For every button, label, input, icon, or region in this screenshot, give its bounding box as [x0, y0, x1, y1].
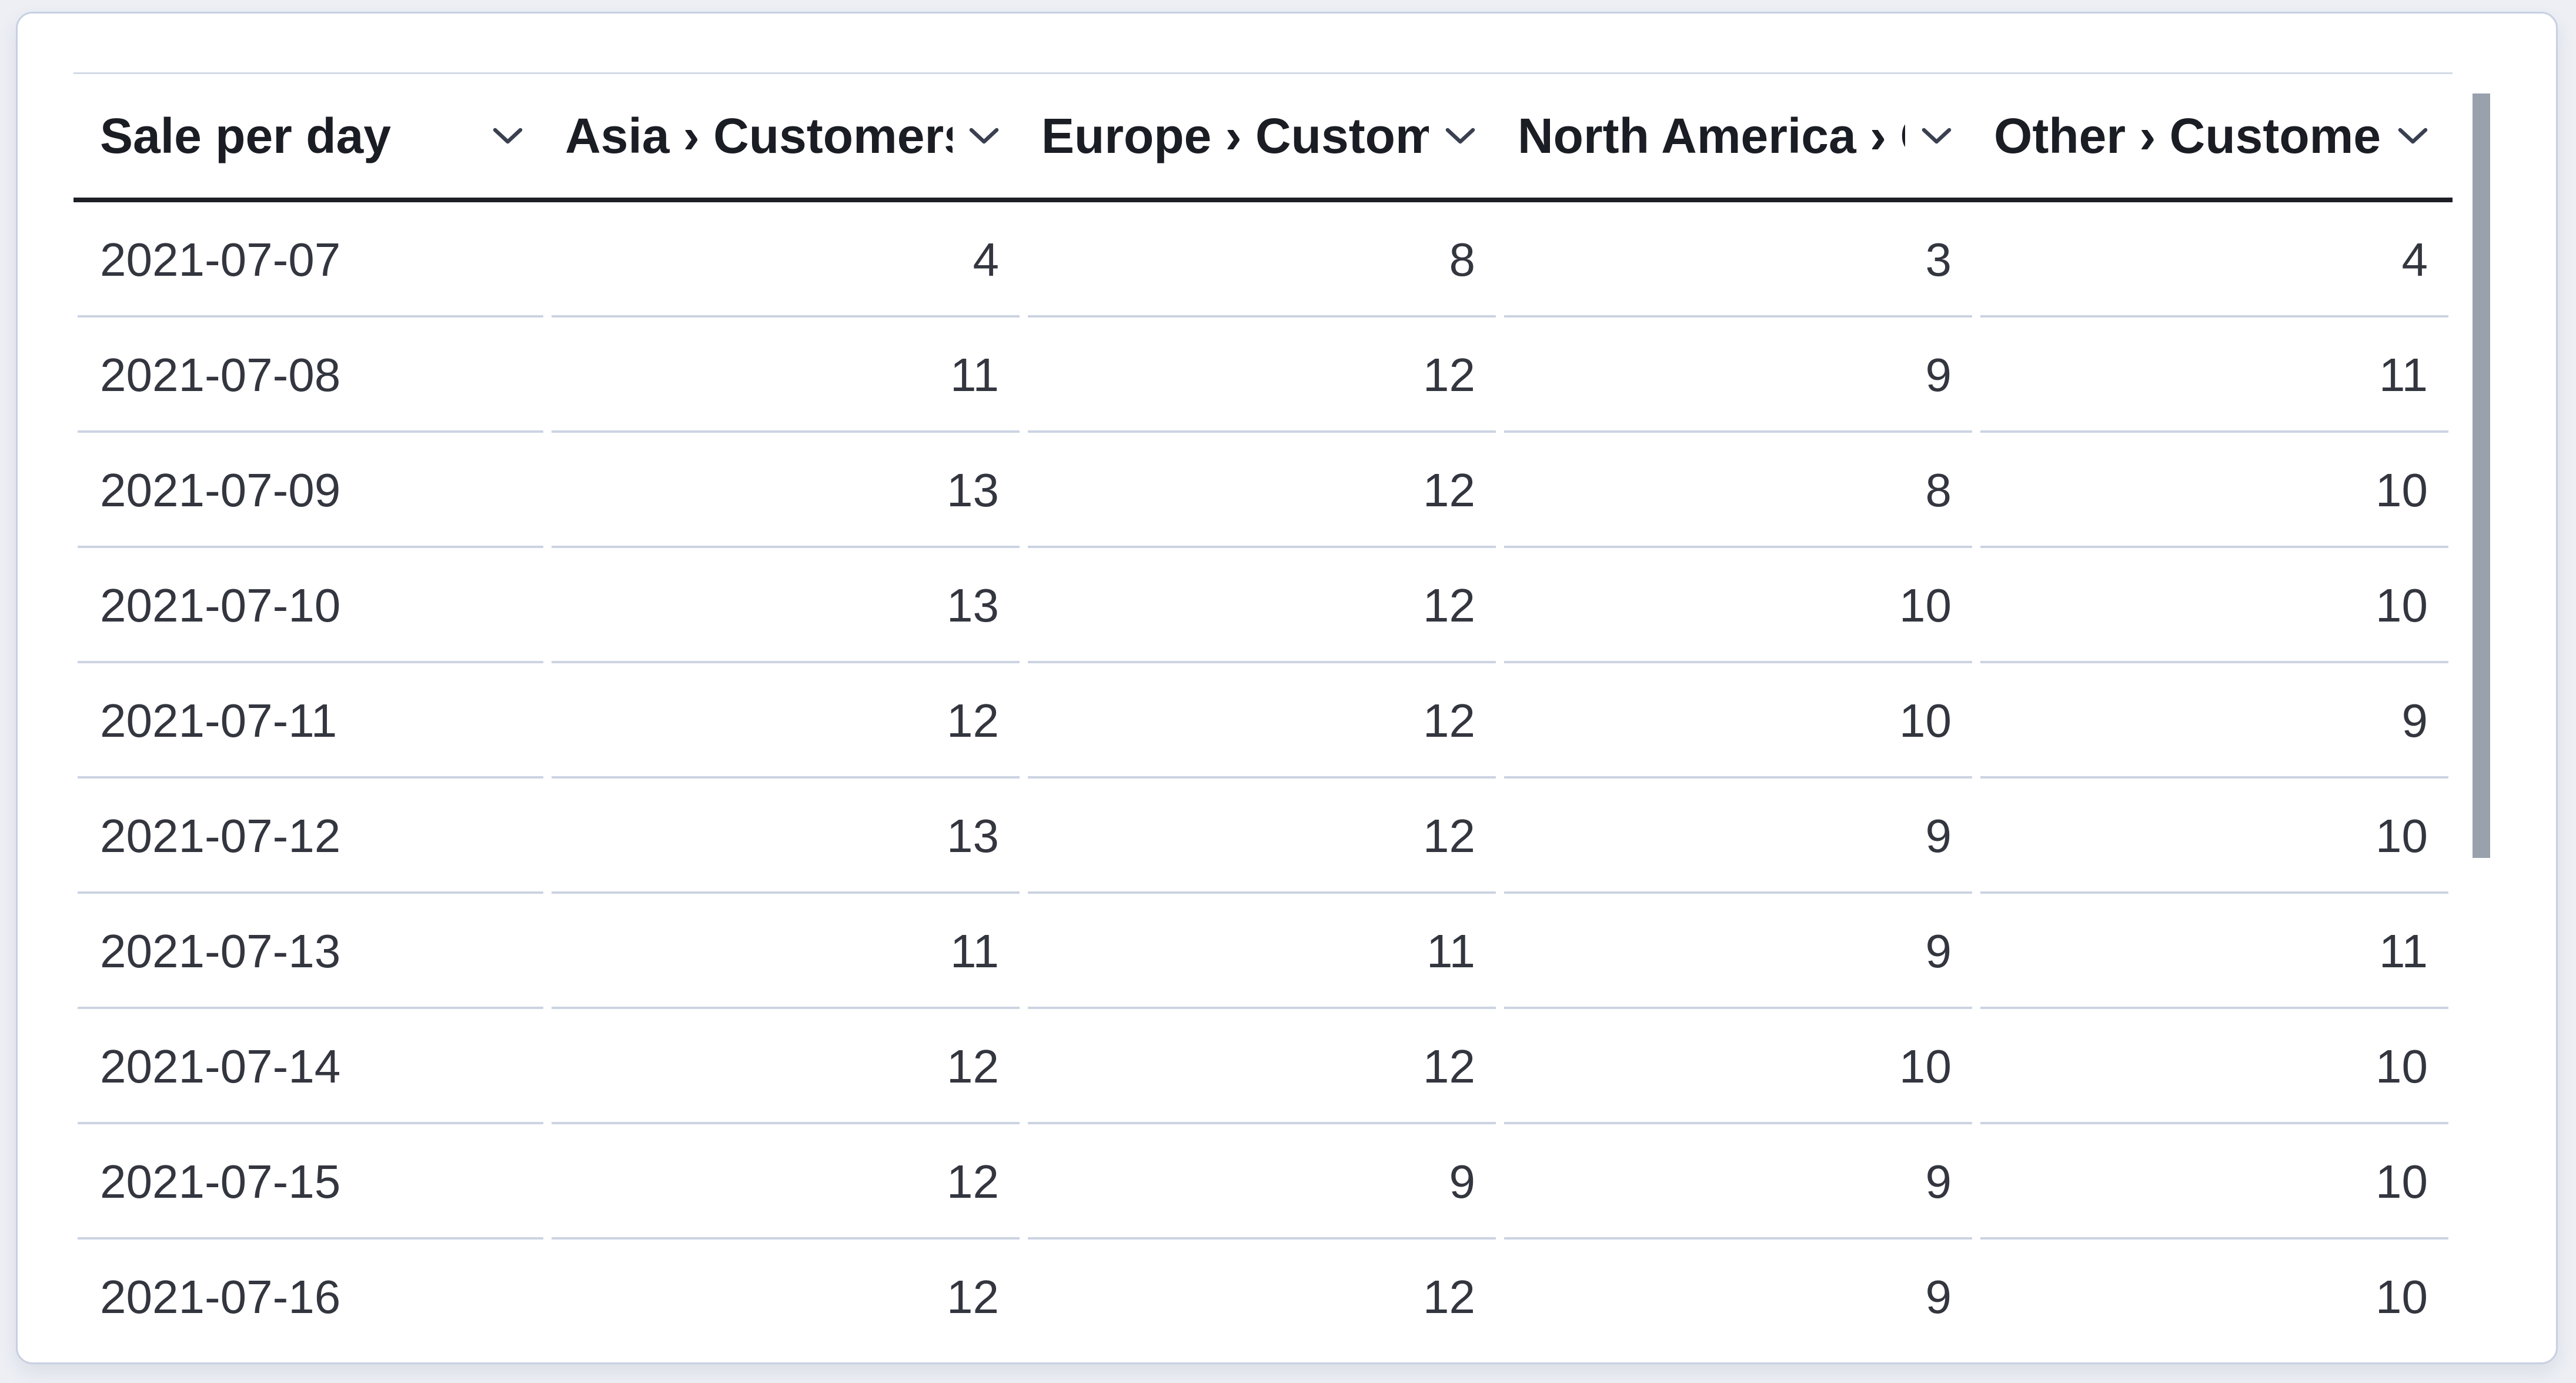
data-table: Sale per day Asia › Customers [73, 72, 2453, 1319]
cell-value: 10 [1500, 663, 1976, 779]
cell-value: 10 [1976, 1009, 2453, 1124]
table-scroll-area: Sale per day Asia › Customers [73, 72, 2495, 1319]
cell-date: 2021-07-09 [73, 433, 547, 548]
cell-value: 10 [1976, 433, 2453, 548]
table-row: 2021-07-13 11 11 9 11 [73, 894, 2453, 1009]
cell-date: 2021-07-07 [73, 200, 547, 318]
cell-value: 3 [1500, 200, 1976, 318]
cell-date: 2021-07-13 [73, 894, 547, 1009]
cell-date: 2021-07-11 [73, 663, 547, 779]
column-header-label: Other › Customers [1994, 108, 2381, 163]
cell-value: 10 [1500, 548, 1976, 663]
chevron-down-icon [493, 128, 523, 144]
cell-value: 12 [1024, 779, 1500, 894]
column-header-label: North America › Customers [1518, 108, 1905, 163]
cell-value: 11 [1976, 318, 2453, 433]
chevron-down-icon [1445, 128, 1475, 144]
cell-value: 9 [1500, 1124, 1976, 1240]
column-header-sale-per-day[interactable]: Sale per day [73, 73, 547, 202]
cell-value: 10 [1976, 548, 2453, 663]
cell-value: 9 [1024, 1124, 1500, 1240]
table-header: Sale per day Asia › Customers [73, 73, 2453, 202]
column-header-europe-customers[interactable]: Europe › Customers [1024, 73, 1500, 202]
chevron-down-icon [969, 128, 999, 144]
cell-value: 12 [547, 1124, 1024, 1240]
cell-value: 4 [547, 200, 1024, 318]
column-header-label: Asia › Customers [565, 108, 953, 163]
cell-value: 11 [547, 894, 1024, 1009]
cell-value: 10 [1976, 1124, 2453, 1240]
cell-value: 8 [1024, 200, 1500, 318]
chevron-down-icon [1922, 128, 1952, 144]
cell-value: 11 [1976, 894, 2453, 1009]
cell-value: 12 [1024, 663, 1500, 779]
cell-value: 11 [547, 318, 1024, 433]
table-body: 2021-07-07 4 8 3 4 2021-07-08 11 12 9 11 2021-07-0… [73, 200, 2453, 1319]
cell-value: 12 [547, 1240, 1024, 1319]
cell-date: 2021-07-14 [73, 1009, 547, 1124]
cell-date: 2021-07-08 [73, 318, 547, 433]
column-header-north-america-customers[interactable]: North America › Customers [1500, 73, 1976, 202]
cell-value: 10 [1976, 1240, 2453, 1319]
chevron-down-icon [2398, 128, 2428, 144]
cell-value: 12 [547, 663, 1024, 779]
cell-value: 9 [1500, 1240, 1976, 1319]
cell-date: 2021-07-12 [73, 779, 547, 894]
table-row: 2021-07-07 4 8 3 4 [73, 200, 2453, 318]
table-row: 2021-07-11 12 12 10 9 [73, 663, 2453, 779]
cell-date: 2021-07-15 [73, 1124, 547, 1240]
cell-value: 12 [1024, 433, 1500, 548]
table-row: 2021-07-09 13 12 8 10 [73, 433, 2453, 548]
cell-date: 2021-07-16 [73, 1240, 547, 1319]
cell-value: 13 [547, 779, 1024, 894]
table-row: 2021-07-10 13 12 10 10 [73, 548, 2453, 663]
column-header-label: Sale per day [100, 108, 391, 163]
column-header-label: Europe › Customers [1041, 108, 1429, 163]
cell-value: 12 [547, 1009, 1024, 1124]
table-row: 2021-07-15 12 9 9 10 [73, 1124, 2453, 1240]
cell-value: 9 [1500, 779, 1976, 894]
table-row: 2021-07-16 12 12 9 10 [73, 1240, 2453, 1319]
cell-value: 12 [1024, 548, 1500, 663]
cell-value: 13 [547, 433, 1024, 548]
table-panel: Sale per day Asia › Customers [16, 12, 2558, 1364]
cell-value: 11 [1024, 894, 1500, 1009]
cell-value: 13 [547, 548, 1024, 663]
header-row: Sale per day Asia › Customers [73, 73, 2453, 202]
table-row: 2021-07-14 12 12 10 10 [73, 1009, 2453, 1124]
cell-value: 9 [1500, 318, 1976, 433]
cell-value: 9 [1500, 894, 1976, 1009]
cell-value: 8 [1500, 433, 1976, 548]
column-header-other-customers[interactable]: Other › Customers [1976, 73, 2453, 202]
vertical-scrollbar-thumb[interactable] [2473, 93, 2490, 858]
cell-value: 12 [1024, 1240, 1500, 1319]
cell-value: 10 [1976, 779, 2453, 894]
cell-value: 10 [1500, 1009, 1976, 1124]
column-header-asia-customers[interactable]: Asia › Customers [547, 73, 1024, 202]
table-row: 2021-07-12 13 12 9 10 [73, 779, 2453, 894]
cell-value: 12 [1024, 318, 1500, 433]
cell-date: 2021-07-10 [73, 548, 547, 663]
cell-value: 4 [1976, 200, 2453, 318]
cell-value: 9 [1976, 663, 2453, 779]
cell-value: 12 [1024, 1009, 1500, 1124]
table-row: 2021-07-08 11 12 9 11 [73, 318, 2453, 433]
